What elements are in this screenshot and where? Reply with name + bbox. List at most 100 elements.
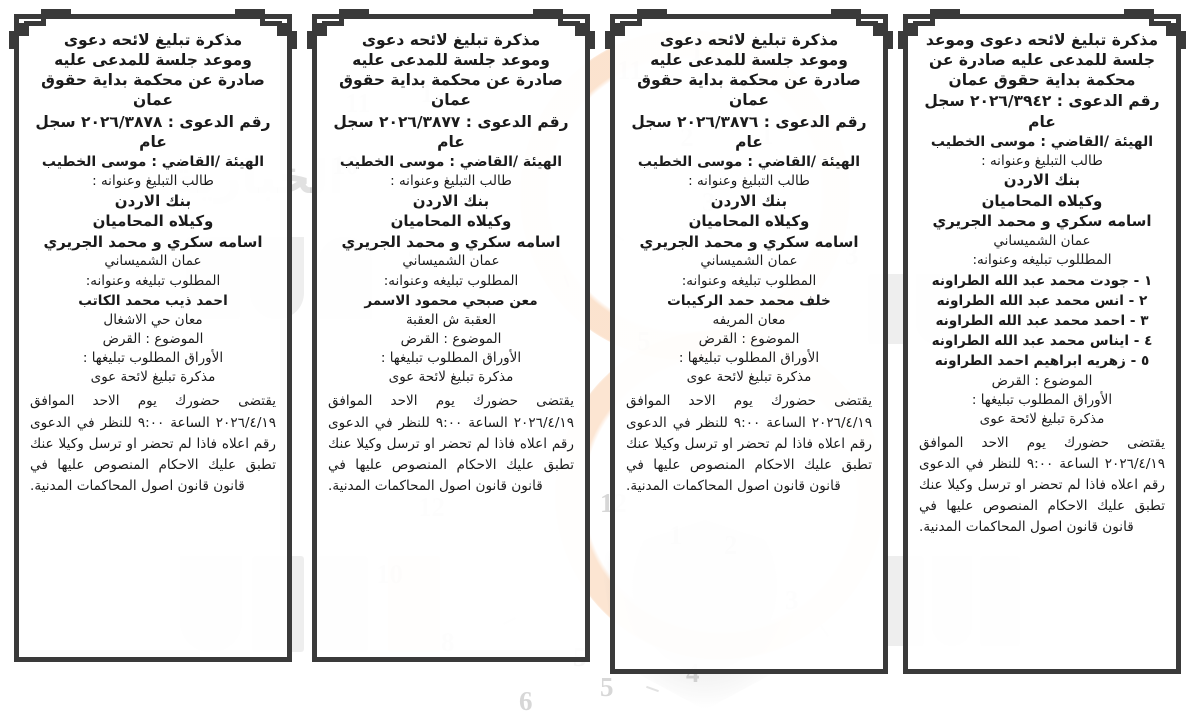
agents-names: اسامه سكري و محمد الجريري (932, 212, 1152, 231)
notice-body-text: يقتضى حضورك يوم الاحد الموافق ٢٠٢٦/٤/١٩ … (30, 393, 277, 494)
notice-border-frame (610, 14, 888, 674)
court-notice-card: مذكرة تبليغ لائحه دعوى وموعد جلسة للمدعى… (9, 9, 297, 674)
notice-title-line: مذكرة تبليغ لائحه دعوى (63, 31, 243, 49)
respondent-address: معان حي الاشغال (103, 312, 203, 329)
respondent-list: خلف محمد حمد الركيبات (626, 291, 872, 311)
respondent-label: المطلوب تبليغه وعنوانه: (681, 272, 817, 289)
subject-line: الموضوع : القرض (991, 372, 1093, 389)
respondent-name: ٤ - ايناس محمد عبد الله الطراونه (931, 333, 1153, 350)
respondent-list: معن صبحي محمود الاسمر (328, 291, 574, 311)
notice-body-text: يقتضى حضورك يوم الاحد الموافق ٢٠٢٦/٤/١٩ … (919, 435, 1166, 536)
papers-value: مذكرة تبليغ لائحة عوى (90, 368, 216, 385)
requester-address: عمان الشميساني (993, 232, 1091, 249)
requester-label: طالب التبليغ وعنوانه : (688, 173, 810, 190)
respondent-address: معان المريفه (712, 312, 786, 329)
respondent-name: ٣ - احمد محمد عبد الله الطراونه (935, 313, 1149, 330)
judge-line: الهيئة /القاضي : موسى الخطيب (930, 133, 1154, 150)
judge-line: الهيئة /القاضي : موسى الخطيب (339, 153, 563, 170)
agents-label: وكيلاه المحاميان (92, 212, 214, 231)
respondent-name: ٢ - انس محمد عبد الله الطراونه (936, 293, 1148, 310)
respondent-label: المطللوب تبليغه وعنوانه: (972, 252, 1112, 269)
notice-title-line: محكمة بداية حقوق عمان (948, 71, 1136, 90)
agents-label: وكيلاه المحاميان (688, 212, 810, 231)
papers-label: الأوراق المطلوب تبليغها : (380, 350, 522, 367)
court-notice-card: مذكرة تبليغ لائحه دعوى وموعد جلسة للمدعى… (898, 9, 1186, 674)
requester-name: بنك الاردن (710, 191, 788, 210)
notice-title-line: وموعد جلسة للمدعى عليه (54, 51, 252, 70)
case-number-line: رقم الدعوى : ٢٠٢٦/٣٨٧٨ سجل عام (35, 112, 271, 151)
respondent-list: احمد ذيب محمد الكاتب (30, 291, 276, 311)
requester-address: عمان الشميساني (402, 253, 500, 270)
papers-label: الأوراق المطلوب تبليغها : (678, 350, 820, 367)
respondent-name: ٥ - زهريه ابراهيم احمد الطراونه (934, 353, 1150, 370)
papers-value: مذكرة تبليغ لائحة عوى (388, 368, 514, 385)
filler (328, 510, 574, 664)
requester-name: بنك الاردن (114, 191, 192, 210)
notice-border-frame (312, 14, 590, 662)
corner-ornament-top-right (235, 9, 297, 49)
corner-ornament-top-left (898, 9, 960, 49)
papers-value: مذكرة تبليغ لائحة عوى (686, 368, 812, 385)
agents-names: اسامه سكري و محمد الجريري (341, 232, 561, 251)
notice-content: مذكرة تبليغ لائحه دعوى وموعد جلسة للمدعى… (610, 14, 888, 674)
case-number-line: رقم الدعوى : ٢٠٢٦/٣٨٧٦ سجل عام (631, 112, 867, 151)
requester-label: طالب التبليغ وعنوانه : (981, 152, 1103, 169)
subject-line: الموضوع : القرض (400, 330, 502, 347)
requester-name: بنك الاردن (412, 191, 490, 210)
notice-title-line: مذكرة تبليغ لائحه دعوى (361, 31, 541, 49)
requester-address: عمان الشميساني (104, 253, 202, 270)
case-number-line: رقم الدعوى : ٢٠٢٦/٣٩٤٢ سجل عام (924, 92, 1160, 131)
requester-address: عمان الشميساني (700, 253, 798, 270)
respondent-name: خلف محمد حمد الركيبات (667, 293, 831, 310)
respondent-label: المطلوب تبليغه وعنوانه: (383, 272, 519, 289)
corner-ornament-top-left (9, 9, 71, 49)
corner-ornament-top-left (307, 9, 369, 49)
judge-line: الهيئة /القاضي : موسى الخطيب (637, 153, 861, 170)
agents-label: وكيلاه المحاميان (390, 212, 512, 231)
corner-ornament-top-right (831, 9, 893, 49)
filler (626, 510, 872, 664)
filler (919, 552, 1165, 664)
notice-body-text: يقتضى حضورك يوم الاحد الموافق ٢٠٢٦/٤/١٩ … (626, 393, 873, 494)
court-notice-card: مذكرة تبليغ لائحه دعوى وموعد جلسة للمدعى… (605, 9, 893, 674)
notice-title-line: مذكرة تبليغ لائحه دعوى وموعد (925, 31, 1159, 49)
corner-ornament-top-right (1124, 9, 1186, 49)
respondent-label: المطلوب تبليغه وعنوانه: (85, 272, 221, 289)
requester-label: طالب التبليغ وعنوانه : (92, 173, 214, 190)
notice-body-text: يقتضى حضورك يوم الاحد الموافق ٢٠٢٦/٤/١٩ … (328, 393, 575, 494)
notice-border-frame (14, 14, 292, 662)
subject-line: الموضوع : القرض (102, 330, 204, 347)
requester-name: بنك الاردن (1003, 171, 1081, 190)
notice-title-line: جلسة للمدعى عليه صادرة عن (928, 51, 1156, 70)
corner-ornament-top-right (533, 9, 595, 49)
notice-title-line: صادرة عن محكمة بداية حقوق عمان (339, 71, 563, 110)
case-number-line: رقم الدعوى : ٢٠٢٦/٣٨٧٧ سجل عام (333, 112, 569, 151)
notice-content: مذكرة تبليغ لائحه دعوى وموعد جلسة للمدعى… (312, 14, 590, 674)
notice-border-frame (903, 14, 1181, 674)
agents-names: اسامه سكري و محمد الجريري (43, 232, 263, 251)
notice-title-line: صادرة عن محكمة بداية حقوق عمان (637, 71, 861, 110)
notice-content: مذكرة تبليغ لائحه دعوى وموعد جلسة للمدعى… (903, 14, 1181, 674)
filler (30, 510, 276, 664)
respondent-name: احمد ذيب محمد الكاتب (78, 293, 228, 310)
notice-title-line: وموعد جلسة للمدعى عليه (352, 51, 550, 70)
court-notice-card: مذكرة تبليغ لائحه دعوى وموعد جلسة للمدعى… (307, 9, 595, 674)
papers-label: الأوراق المطلوب تبليغها : (82, 350, 224, 367)
respondent-name: معن صبحي محمود الاسمر (364, 293, 538, 310)
respondent-list: ١ - جودت محمد عبد الله الطراونه ٢ - انس … (919, 271, 1165, 372)
judge-line: الهيئة /القاضي : موسى الخطيب (41, 153, 265, 170)
notice-title-line: صادرة عن محكمة بداية حقوق عمان (41, 71, 265, 110)
agents-label: وكيلاه المحاميان (981, 191, 1103, 210)
requester-label: طالب التبليغ وعنوانه : (390, 173, 512, 190)
respondent-name: ١ - جودت محمد عبد الله الطراونه (931, 273, 1153, 290)
agents-names: اسامه سكري و محمد الجريري (639, 232, 859, 251)
notice-content: مذكرة تبليغ لائحه دعوى وموعد جلسة للمدعى… (14, 14, 292, 674)
subject-line: الموضوع : القرض (698, 330, 800, 347)
notice-title-line: مذكرة تبليغ لائحه دعوى (659, 31, 839, 49)
papers-value: مذكرة تبليغ لائحة عوى (979, 410, 1105, 427)
notice-title-line: وموعد جلسة للمدعى عليه (650, 51, 848, 70)
respondent-address: العقبة ش العقبة (405, 312, 497, 329)
papers-label: الأوراق المطلوب تبليغها : (971, 392, 1113, 409)
corner-ornament-top-left (605, 9, 667, 49)
